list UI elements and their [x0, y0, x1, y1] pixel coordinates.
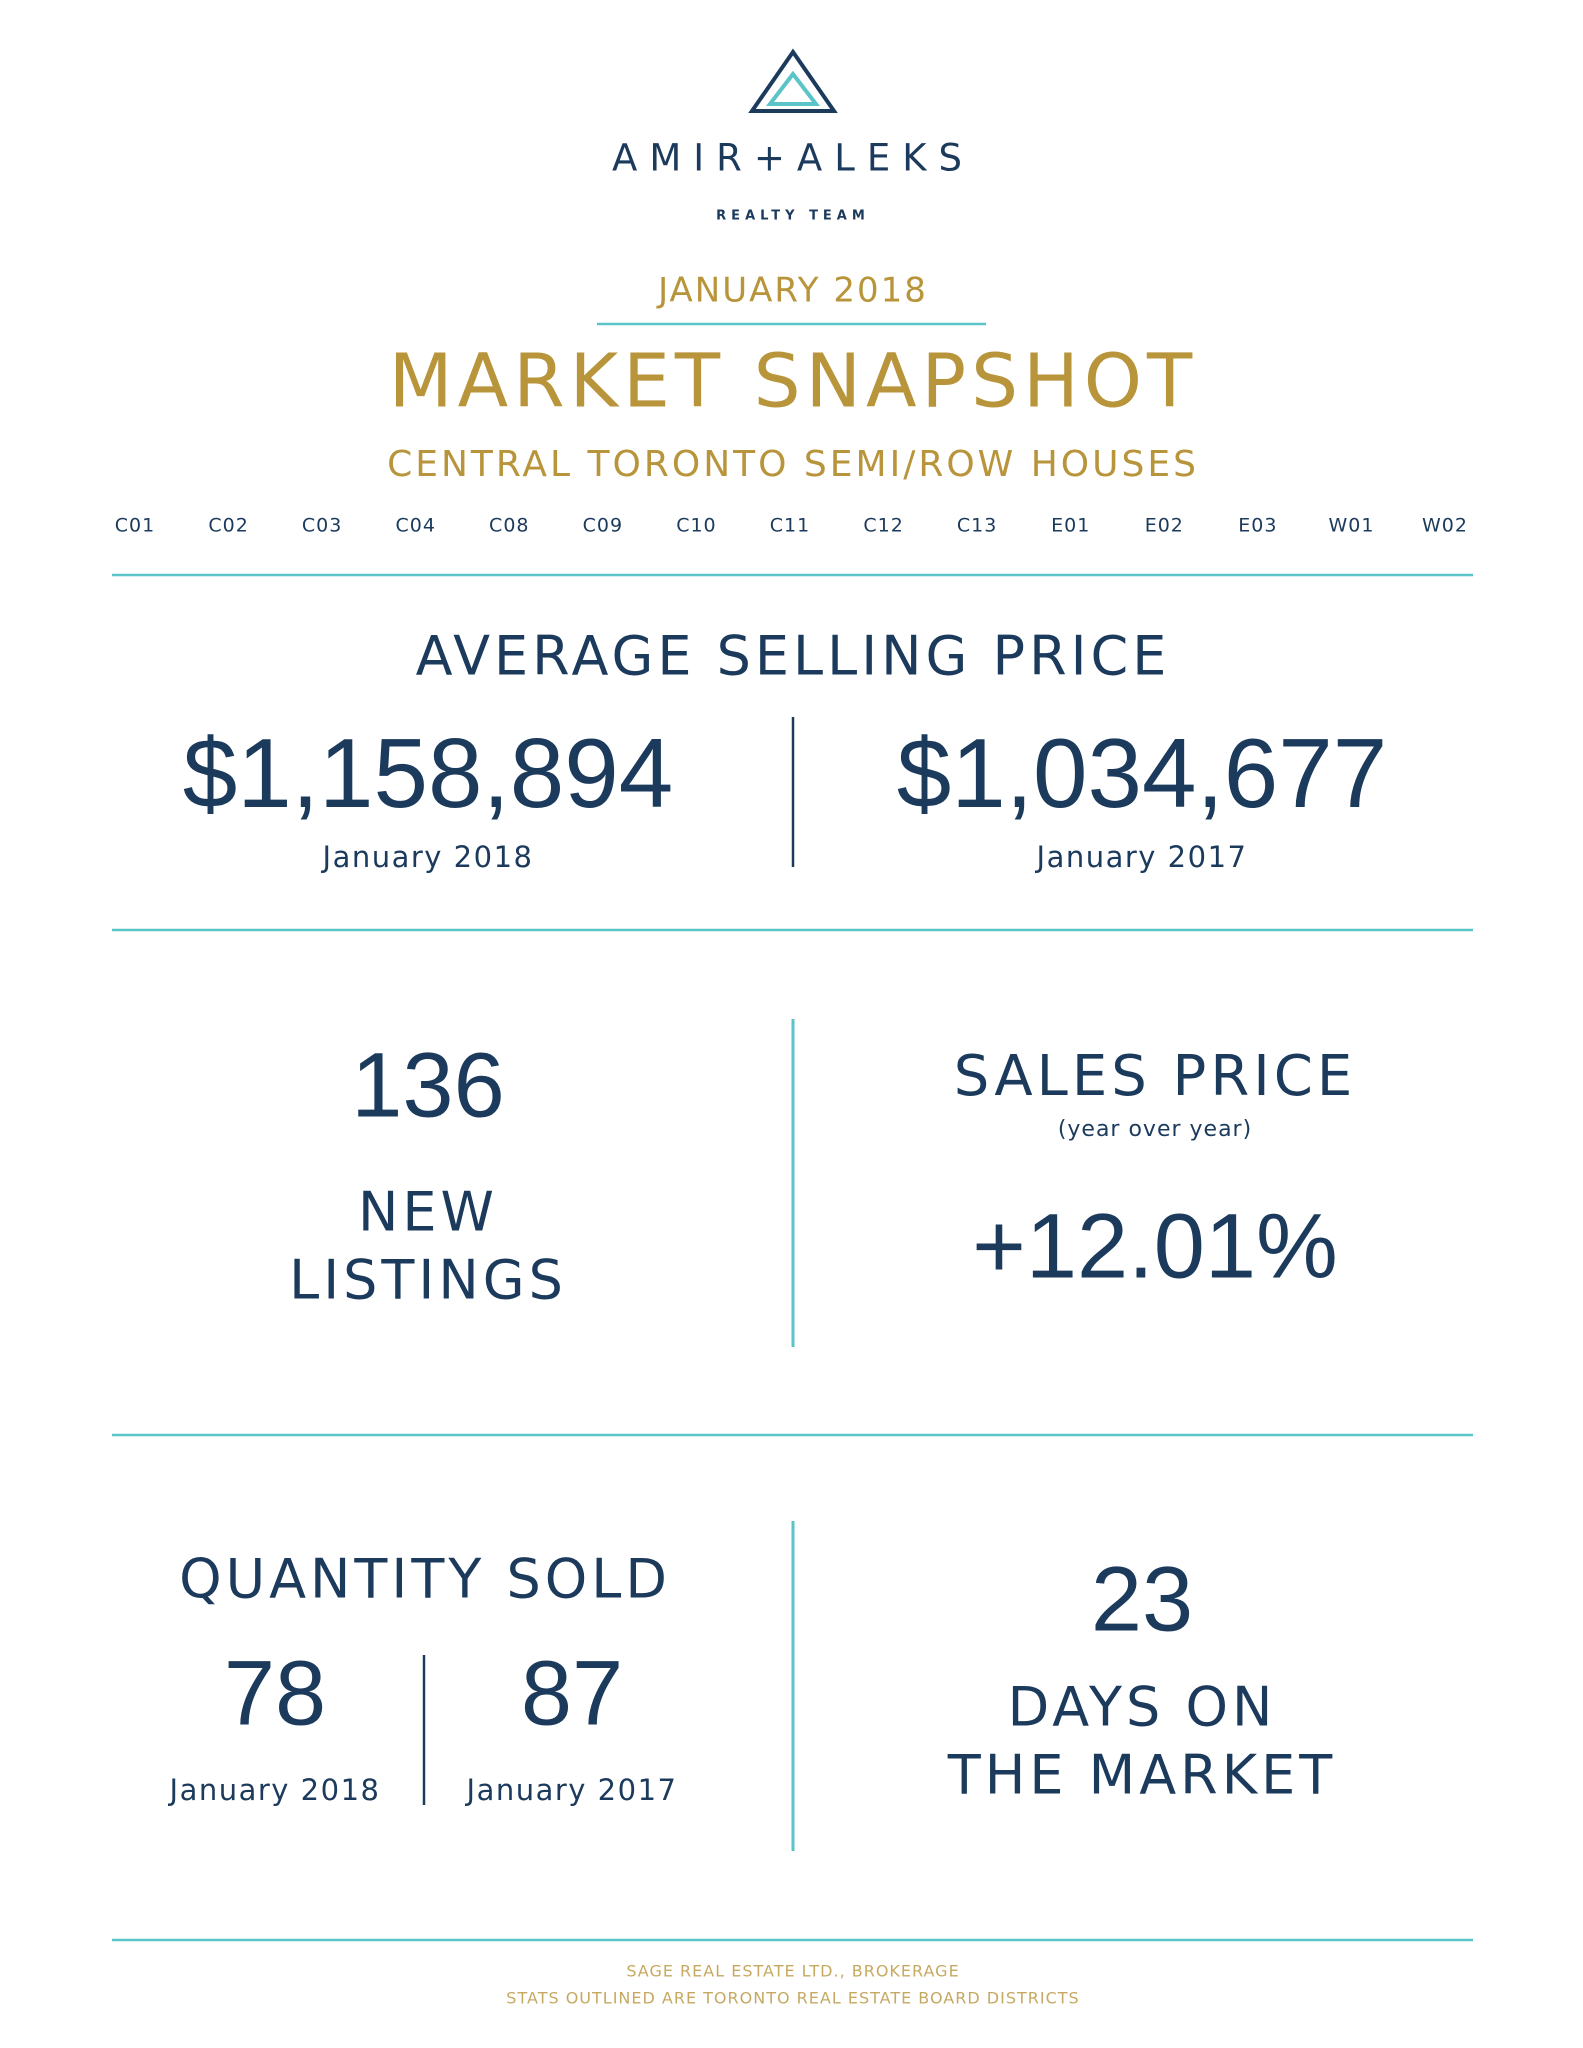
section-heading: AVERAGE SELLING PRICE: [416, 625, 1171, 688]
section-heading: SALES PRICE: [954, 1044, 1357, 1109]
days-value: 23: [1091, 1548, 1193, 1650]
district: C02: [208, 515, 248, 537]
note: (year over year): [1058, 1117, 1252, 1142]
quantity-previous: 87: [521, 1642, 623, 1744]
district: W01: [1328, 515, 1374, 537]
label: LISTINGS: [289, 1249, 567, 1312]
price-previous: $1,034,677: [897, 718, 1387, 828]
title: MARKET SNAPSHOT: [389, 339, 1198, 425]
quantity-current: 78: [224, 1642, 326, 1744]
date: JANUARY 2018: [656, 271, 928, 311]
district: C12: [863, 515, 903, 537]
district: E03: [1238, 515, 1277, 537]
price-current: $1,158,894: [183, 718, 673, 828]
districts: C01 C02 C03 C04 C08 C09 C10 C11 C12 C13 E01 E02 E03 W…: [115, 515, 1468, 537]
new-listings-value: 136: [351, 1034, 505, 1136]
label: THE MARKET: [947, 1744, 1336, 1807]
footer: STATS OUTLINED ARE TORONTO REAL ESTATE B…: [506, 1989, 1079, 2008]
period: January 2018: [168, 1773, 381, 1807]
district: C04: [395, 515, 435, 537]
label: NEW: [358, 1181, 498, 1244]
label: DAYS ON: [1008, 1676, 1277, 1739]
district: C03: [302, 515, 342, 537]
district: E01: [1051, 515, 1090, 537]
subtitle: CENTRAL TORONTO SEMI/ROW HOUSES: [387, 444, 1199, 485]
district: C10: [676, 515, 716, 537]
district: C01: [115, 515, 155, 537]
logo: [748, 48, 838, 113]
district: C13: [957, 515, 997, 537]
district: C09: [583, 515, 623, 537]
section-heading: QUANTITY SOLD: [179, 1548, 671, 1611]
period: January 2018: [321, 840, 534, 874]
district: W02: [1422, 515, 1468, 537]
period: January 2017: [465, 1773, 678, 1807]
footer: SAGE REAL ESTATE LTD., BROKERAGE: [626, 1962, 959, 1981]
sales-price-value: +12.01%: [972, 1195, 1338, 1297]
district: E02: [1145, 515, 1184, 537]
district: C11: [770, 515, 810, 537]
brand: AMIR+ALEKS: [612, 137, 974, 180]
period: January 2017: [1035, 840, 1248, 874]
district: C08: [489, 515, 529, 537]
tagline: REALTY TEAM: [716, 209, 870, 224]
